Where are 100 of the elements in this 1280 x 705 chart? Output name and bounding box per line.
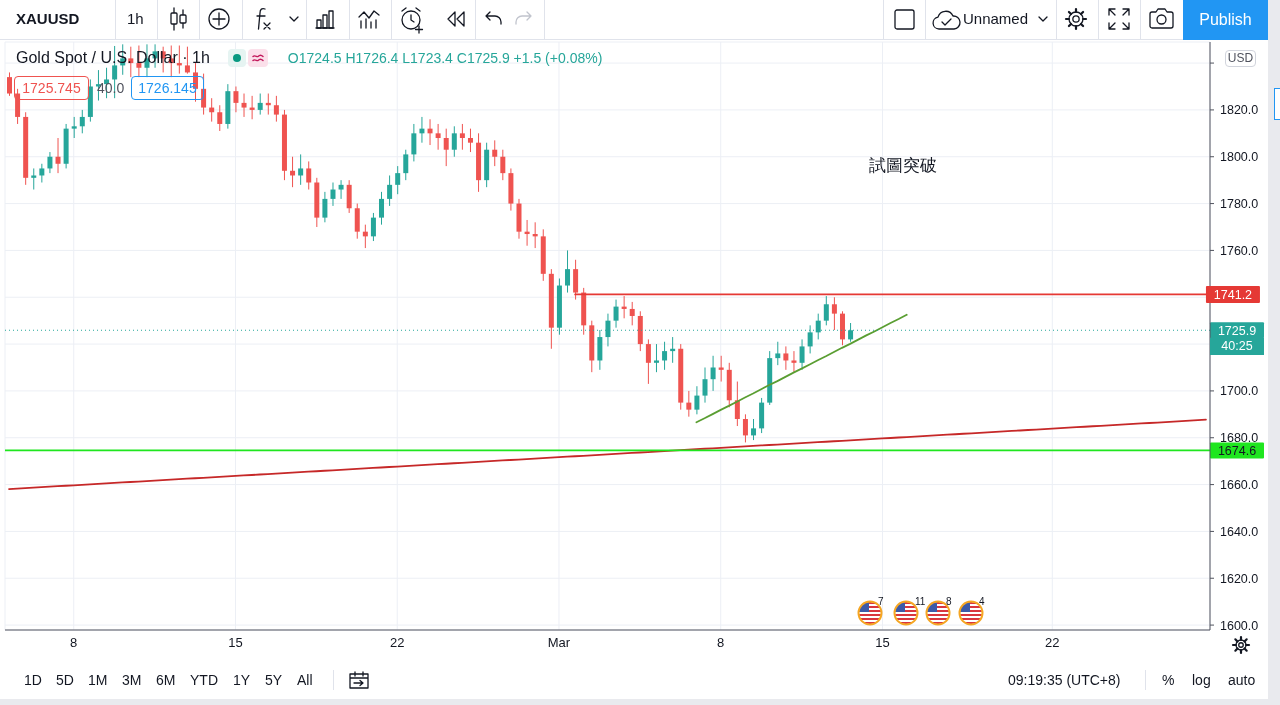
text: % — [1162, 672, 1175, 689]
y-tick-label: 1700.0 — [1220, 384, 1259, 399]
y-tick-label: 1620.0 — [1220, 571, 1259, 586]
x-tick-label: 8 — [70, 635, 78, 651]
candlestick — [573, 259, 579, 301]
candlestick — [459, 123, 465, 151]
annotation: 7 — [878, 596, 884, 608]
x-tick-label: 22 — [1045, 635, 1060, 651]
candlestick — [662, 341, 668, 371]
candlestick — [467, 128, 473, 153]
candlestick — [79, 109, 85, 134]
candlestick — [799, 338, 805, 371]
text: 3M — [122, 672, 142, 689]
x-tick-label: 22 — [390, 635, 405, 651]
text: 5D — [56, 672, 74, 689]
candlestick — [686, 390, 692, 418]
annotation: 試圖突破 — [869, 156, 937, 176]
candlestick — [298, 153, 304, 186]
y-tick-label: 1680.0 — [1220, 431, 1259, 446]
text: 1D — [24, 672, 42, 689]
candlestick — [718, 355, 724, 383]
y-tick-label: 1760.0 — [1220, 243, 1259, 258]
text: log — [1192, 672, 1211, 689]
candlestick — [492, 139, 498, 167]
candlestick — [702, 367, 708, 404]
ref-line-label: 1674.6 — [1217, 443, 1257, 458]
candlestick — [71, 116, 77, 139]
candlestick — [184, 46, 190, 75]
candlestick — [31, 167, 37, 191]
text: auto — [1228, 672, 1256, 689]
candlestick — [435, 123, 441, 151]
y-tick-label: 1600.0 — [1220, 618, 1259, 633]
text: YTD — [190, 672, 218, 689]
ref-line-label: 1725.9 — [1217, 323, 1257, 338]
candlestick — [443, 128, 449, 167]
text: 09:19:35 (UTC+8) — [1008, 672, 1121, 689]
annotation: 1725.745 — [14, 76, 89, 100]
candlestick — [710, 355, 716, 392]
candlestick — [751, 418, 757, 441]
candlestick — [354, 203, 360, 240]
text: XAUUSD — [16, 10, 80, 28]
y-tick-label: 1660.0 — [1220, 478, 1259, 493]
candlestick — [403, 149, 409, 181]
text: All — [297, 672, 313, 689]
candlestick — [565, 249, 571, 294]
candlestick — [233, 85, 239, 113]
y-tick-label: 1640.0 — [1220, 524, 1259, 539]
candlestick — [791, 350, 797, 373]
candlestick — [775, 341, 781, 366]
candlestick — [47, 151, 53, 174]
line-series — [8, 418, 1207, 490]
candlestick — [306, 160, 312, 191]
candlestick — [742, 413, 748, 443]
data-label: 1741.2 — [1213, 287, 1253, 302]
text: Unnamed — [963, 10, 1029, 28]
candlestick — [734, 381, 740, 427]
candlestick — [653, 343, 659, 373]
x-tick-label: 15 — [228, 635, 243, 651]
candlestick — [629, 301, 635, 326]
candlestick — [411, 123, 417, 162]
text: O1724.5 H1726.4 L1723.4 C1725.9 +1.5 (+0.08%) — [287, 50, 603, 66]
x-tick-label: 8 — [717, 635, 725, 651]
candlestick — [387, 174, 393, 207]
text: Publish — [1183, 0, 1268, 40]
text: 5Y — [265, 672, 283, 689]
candlestick — [451, 125, 457, 158]
candlestick — [379, 191, 385, 226]
candlestick — [39, 163, 45, 183]
candlestick — [241, 93, 247, 118]
y-tick-label: 1800.0 — [1220, 150, 1259, 165]
candlestick — [395, 165, 401, 195]
candlestick — [370, 212, 376, 242]
candlestick — [613, 299, 619, 329]
candlestick — [694, 385, 700, 415]
x-tick-label: Mar — [547, 635, 571, 651]
candlestick — [500, 149, 506, 181]
candlestick — [346, 179, 352, 214]
candlestick — [330, 182, 336, 207]
candlestick — [823, 295, 829, 326]
y-tick-label: 1780.0 — [1220, 197, 1259, 212]
y-tick-label: 1820.0 — [1220, 103, 1259, 118]
text: USD — [1225, 50, 1256, 67]
text: 1M — [88, 672, 108, 689]
line-series — [695, 313, 908, 424]
candlestick — [257, 93, 263, 116]
text: 1Y — [233, 672, 251, 689]
candlestick — [783, 345, 789, 371]
annotation: 8 — [946, 596, 952, 608]
annotation: 4 — [979, 596, 985, 608]
text: 40:25 — [1210, 338, 1264, 355]
candlestick — [831, 296, 837, 331]
candlestick — [338, 179, 344, 200]
candlestick — [645, 338, 651, 385]
candlestick — [322, 191, 328, 223]
text: 1h — [127, 10, 144, 28]
candlestick — [217, 104, 223, 132]
candlestick — [273, 95, 279, 123]
annotation: 11 — [915, 596, 926, 608]
candlestick — [7, 71, 12, 97]
text: 6M — [156, 672, 176, 689]
